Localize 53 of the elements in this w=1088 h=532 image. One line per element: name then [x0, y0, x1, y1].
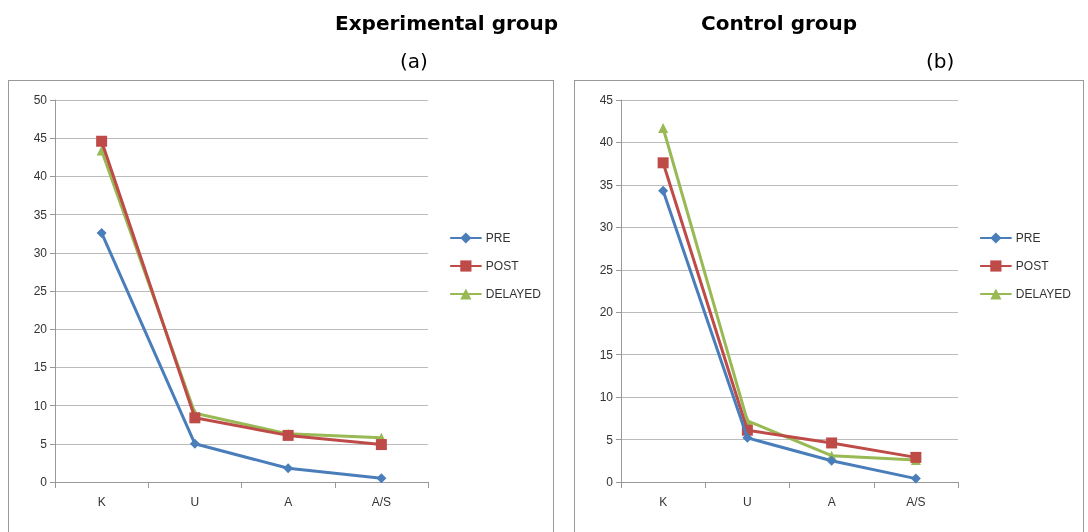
- y-tick-label: 45: [599, 93, 614, 107]
- y-tick-label: 35: [33, 207, 48, 222]
- point: [742, 432, 753, 443]
- y-tick-label: 30: [33, 245, 48, 260]
- legend-label: PRE: [1015, 231, 1041, 245]
- chart-title: Experimental group: [335, 11, 559, 35]
- y-tick-label: 15: [33, 360, 48, 375]
- y-tick-label: 0: [606, 475, 614, 489]
- x-tick-label: U: [190, 495, 200, 509]
- point: [826, 455, 837, 466]
- y-tick-label: 45: [33, 131, 48, 146]
- y-tick-label: 30: [599, 220, 614, 235]
- point: [189, 438, 200, 449]
- y-tick-label: 40: [599, 135, 614, 150]
- chart-subtitle: (b): [926, 49, 955, 73]
- x-tick-label: U: [743, 495, 752, 509]
- x-tick-label: A/S: [371, 495, 392, 509]
- y-tick-label: 10: [33, 398, 48, 413]
- legend-label: PRE: [485, 231, 511, 245]
- x-tick-label: K: [97, 495, 106, 509]
- legend-label: POST: [1015, 259, 1050, 273]
- y-tick-label: 25: [33, 284, 48, 298]
- y-tick-label: 0: [40, 475, 48, 489]
- y-tick-label: 5: [40, 436, 48, 451]
- point: [910, 473, 921, 484]
- y-tick-label: 40: [33, 169, 48, 184]
- x-tick-label: A/S: [906, 495, 926, 509]
- point: [657, 157, 669, 169]
- y-tick-label: 20: [599, 305, 614, 320]
- y-tick-label: 35: [599, 177, 614, 192]
- x-tick-label: A: [827, 495, 836, 509]
- chart-subtitle: (a): [400, 49, 428, 73]
- point: [375, 439, 387, 451]
- point: [283, 463, 294, 474]
- chart-title: Control group: [701, 11, 858, 35]
- legend-label: DELAYED: [485, 287, 542, 301]
- legend-label: POST: [485, 259, 520, 273]
- y-tick-label: 15: [599, 347, 614, 362]
- point: [96, 135, 108, 147]
- x-tick-label: K: [659, 495, 668, 509]
- point: [826, 437, 838, 449]
- y-tick-label: 25: [599, 262, 614, 277]
- y-tick-label: 20: [33, 322, 48, 337]
- legend-label: DELAYED: [1015, 287, 1072, 301]
- point: [376, 473, 387, 484]
- y-tick-label: 50: [33, 93, 48, 107]
- point: [658, 185, 669, 196]
- y-tick-label: 5: [606, 432, 614, 447]
- point: [96, 227, 107, 238]
- point: [658, 123, 669, 134]
- point: [189, 412, 201, 424]
- y-tick-label: 10: [599, 390, 614, 405]
- x-tick-label: A: [284, 495, 293, 509]
